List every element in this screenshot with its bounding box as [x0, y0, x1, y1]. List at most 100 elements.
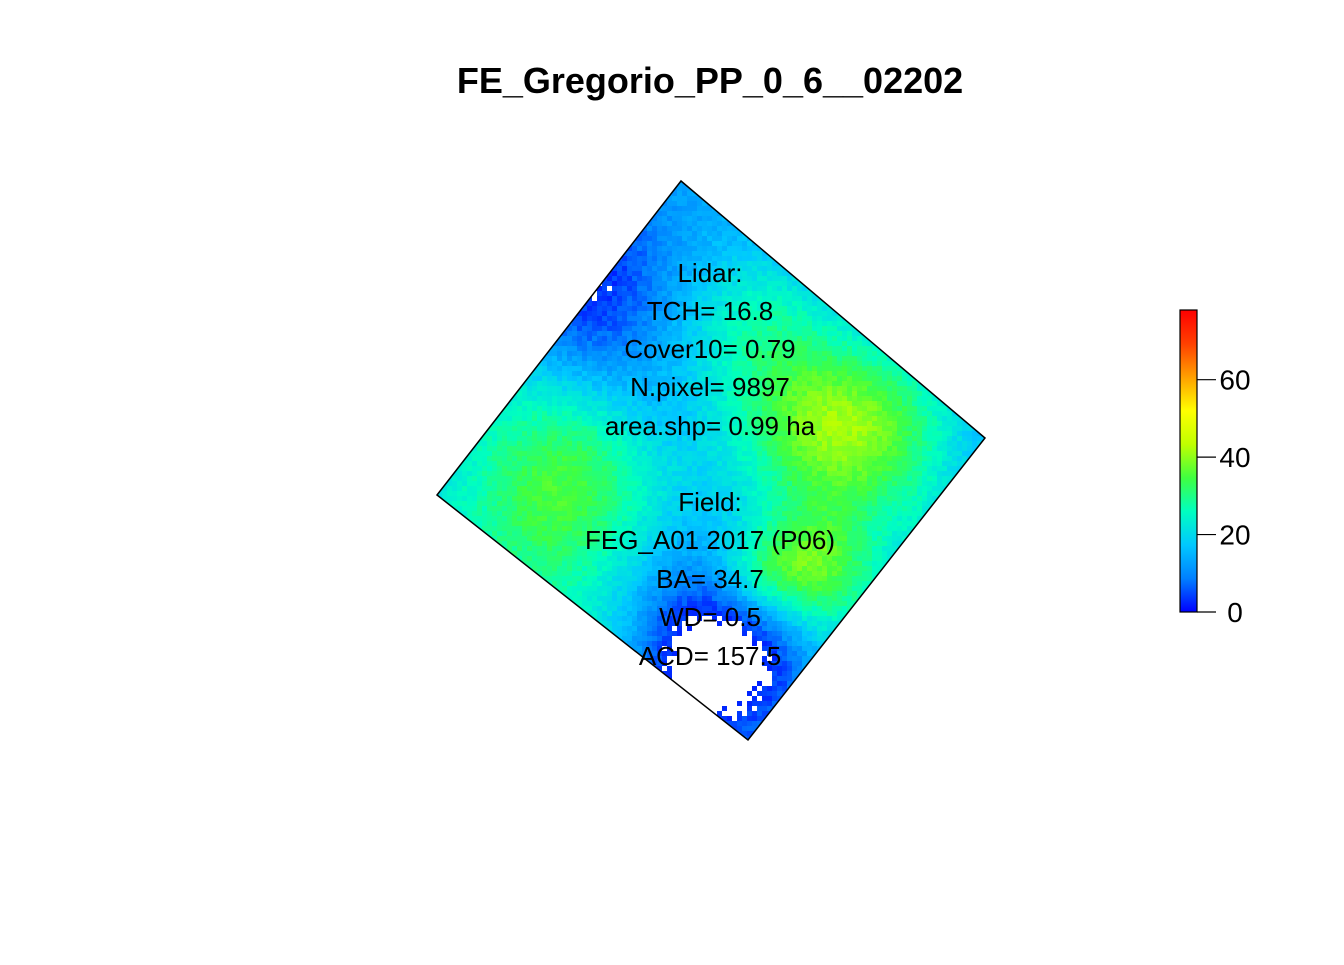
- raster-cell: [517, 216, 523, 222]
- raster-cell: [852, 381, 858, 387]
- raster-cell: [727, 236, 733, 242]
- raster-cell: [742, 366, 748, 372]
- raster-cell: [482, 316, 488, 322]
- raster-cell: [677, 231, 683, 237]
- raster-cell: [462, 276, 468, 282]
- raster-cell: [977, 271, 983, 277]
- raster-cell: [807, 176, 813, 182]
- raster-cell: [517, 201, 523, 207]
- raster-cell: [837, 191, 843, 197]
- raster-cell: [932, 341, 938, 347]
- raster-cell: [882, 266, 888, 272]
- raster-cell: [752, 256, 758, 262]
- raster-cell: [942, 181, 948, 187]
- raster-cell: [972, 346, 978, 352]
- raster-cell: [482, 281, 488, 287]
- raster-cell: [512, 281, 518, 287]
- raster-cell: [577, 256, 583, 262]
- raster-cell: [962, 386, 968, 392]
- raster-cell: [617, 331, 623, 337]
- raster-cell: [967, 391, 973, 397]
- raster-cell: [927, 346, 933, 352]
- raster-cell: [882, 241, 888, 247]
- raster-cell: [497, 191, 503, 197]
- raster-cell: [617, 266, 623, 272]
- raster-cell: [517, 246, 523, 252]
- raster-cell: [867, 266, 873, 272]
- raster-cell: [707, 246, 713, 252]
- raster-cell: [987, 241, 993, 247]
- raster-cell: [882, 316, 888, 322]
- raster-cell: [797, 201, 803, 207]
- raster-cell: [852, 291, 858, 297]
- raster-cell: [672, 236, 678, 242]
- raster-cell: [862, 246, 868, 252]
- raster-cell: [857, 346, 863, 352]
- raster-cell: [932, 256, 938, 262]
- raster-cell: [867, 346, 873, 352]
- raster-cell: [962, 351, 968, 357]
- raster-cell: [447, 291, 453, 297]
- raster-cell: [892, 236, 898, 242]
- raster-cell: [452, 271, 458, 277]
- raster-cell: [472, 211, 478, 217]
- raster-cell: [862, 276, 868, 282]
- raster-cell: [867, 196, 873, 202]
- raster-cell: [947, 246, 953, 252]
- raster-cell: [887, 186, 893, 192]
- raster-cell: [852, 206, 858, 212]
- raster-cell: [452, 176, 458, 182]
- raster-cell: [562, 191, 568, 197]
- raster-cell: [977, 261, 983, 267]
- raster-cell: [547, 186, 553, 192]
- raster-cell: [582, 196, 588, 202]
- raster-cell: [822, 246, 828, 252]
- raster-cell: [557, 246, 563, 252]
- raster-cell: [557, 241, 563, 247]
- raster-cell: [877, 306, 883, 312]
- raster-cell: [712, 181, 718, 187]
- raster-cell: [822, 276, 828, 282]
- raster-cell: [582, 376, 588, 382]
- raster-cell: [662, 286, 668, 292]
- raster-cell: [612, 186, 618, 192]
- raster-cell: [637, 191, 643, 197]
- raster-cell: [722, 196, 728, 202]
- raster-cell: [887, 386, 893, 392]
- raster-cell: [827, 366, 833, 372]
- raster-cell: [817, 231, 823, 237]
- raster-cell: [852, 391, 858, 397]
- raster-cell: [647, 201, 653, 207]
- raster-cell: [582, 331, 588, 337]
- raster-cell: [842, 226, 848, 232]
- raster-cell: [827, 211, 833, 217]
- raster-cell: [877, 211, 883, 217]
- raster-cell: [612, 341, 618, 347]
- raster-cell: [647, 256, 653, 262]
- raster-cell: [817, 386, 823, 392]
- raster-cell: [557, 221, 563, 227]
- raster-cell: [497, 196, 503, 202]
- raster-cell: [552, 366, 558, 372]
- raster-cell: [602, 306, 608, 312]
- raster-cell: [437, 301, 443, 307]
- raster-cell: [927, 291, 933, 297]
- raster-cell: [457, 341, 463, 347]
- raster-cell: [437, 336, 443, 342]
- raster-cell: [897, 251, 903, 257]
- raster-cell: [872, 386, 878, 392]
- raster-cell: [877, 381, 883, 387]
- raster-cell: [977, 351, 983, 357]
- raster-cell: [507, 291, 513, 297]
- raster-cell: [522, 261, 528, 267]
- raster-cell: [952, 191, 958, 197]
- raster-cell: [842, 201, 848, 207]
- raster-cell: [807, 336, 813, 342]
- raster-cell: [717, 196, 723, 202]
- raster-cell: [712, 326, 718, 332]
- raster-cell: [832, 221, 838, 227]
- raster-cell: [657, 221, 663, 227]
- raster-cell: [557, 231, 563, 237]
- raster-cell: [867, 366, 873, 372]
- raster-cell: [447, 341, 453, 347]
